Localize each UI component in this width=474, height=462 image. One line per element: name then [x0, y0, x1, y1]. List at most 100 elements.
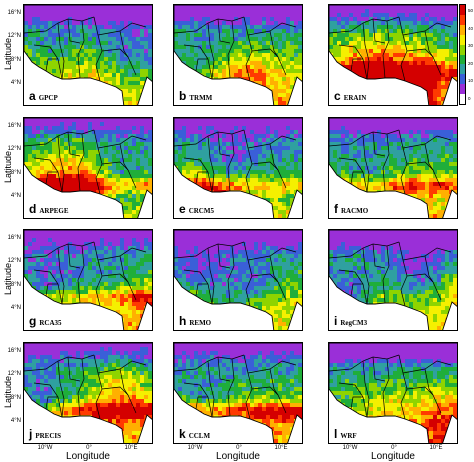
- precip-cell: [52, 174, 57, 179]
- precip-cell: [361, 81, 366, 86]
- precip-cell: [393, 69, 398, 74]
- precip-cell: [84, 174, 89, 179]
- precip-cell: [365, 9, 370, 14]
- precip-cell: [302, 105, 303, 106]
- precip-cell: [453, 122, 457, 127]
- precip-cell: [294, 170, 299, 175]
- precip-cell: [128, 218, 132, 219]
- precip-cell: [234, 182, 239, 187]
- precip-cell: [182, 57, 187, 62]
- precip-cell: [298, 138, 302, 143]
- precip-cell: [413, 150, 418, 155]
- precip-cell: [234, 194, 239, 199]
- precip-cell: [421, 101, 426, 105]
- precip-cell: [202, 9, 207, 14]
- precip-cell: [262, 53, 267, 58]
- precip-cell: [198, 105, 202, 106]
- precip-cell: [24, 138, 29, 143]
- precip-cell: [294, 182, 299, 187]
- precip-cell: [429, 122, 434, 127]
- precip-cell: [298, 85, 302, 90]
- precip-cell: [274, 154, 279, 159]
- precip-cell: [186, 49, 191, 54]
- precip-cell: [429, 182, 434, 187]
- precip-cell: [148, 138, 152, 143]
- precip-cell: [60, 101, 65, 105]
- precip-cell: [68, 134, 73, 139]
- precip-cell: [369, 130, 374, 135]
- precip-cell: [88, 178, 93, 183]
- precip-cell: [68, 218, 72, 219]
- precip-cell: [120, 105, 124, 106]
- precip-cell: [294, 85, 299, 90]
- precip-cell: [136, 69, 141, 74]
- precip-cell: [274, 93, 279, 98]
- precip-cell: [425, 142, 430, 147]
- precip-cell: [214, 170, 219, 175]
- precip-cell: [92, 210, 97, 215]
- precip-cell: [385, 174, 390, 179]
- country-border: [33, 157, 63, 193]
- precip-cell: [108, 182, 113, 187]
- precip-cell: [24, 29, 29, 34]
- precip-cell: [112, 93, 117, 98]
- precip-cell: [349, 146, 354, 151]
- precip-cell: [405, 21, 410, 26]
- precip-cell: [210, 150, 215, 155]
- precip-cell: [226, 61, 231, 66]
- precip-cell: [409, 73, 414, 78]
- precip-cell: [242, 146, 247, 151]
- precip-cell: [397, 45, 402, 50]
- precip-cell: [333, 81, 338, 86]
- precip-cell: [32, 186, 37, 191]
- precip-cell: [290, 218, 294, 219]
- precip-cell: [222, 182, 227, 187]
- precip-cell: [136, 218, 140, 219]
- precip-cell: [238, 33, 243, 38]
- precip-cell: [437, 37, 442, 42]
- precip-cell: [100, 29, 105, 34]
- precip-cell: [298, 33, 302, 38]
- precip-cell: [96, 210, 101, 215]
- precip-cell: [202, 105, 206, 106]
- precip-cell: [409, 166, 414, 171]
- precip-cell: [92, 170, 97, 175]
- precip-cell: [48, 25, 53, 30]
- precip-cell: [421, 9, 426, 14]
- precip-cell: [405, 77, 410, 82]
- precip-cell: [457, 142, 458, 146]
- precip-cell: [266, 206, 271, 211]
- precip-cell: [286, 142, 291, 147]
- precip-cell: [140, 150, 145, 155]
- precip-cell: [329, 162, 334, 167]
- precip-cell: [457, 146, 458, 150]
- precip-cell: [144, 206, 149, 211]
- precip-cell: [128, 122, 133, 127]
- precip-cell: [96, 122, 101, 127]
- precip-cell: [32, 166, 37, 171]
- precip-cell: [397, 53, 402, 58]
- precip-cell: [401, 190, 406, 195]
- precip-cell: [337, 105, 341, 106]
- precip-cell: [178, 41, 183, 46]
- precip-cell: [389, 5, 394, 10]
- precip-cell: [96, 89, 101, 94]
- precip-cell: [186, 190, 191, 195]
- precip-cell: [218, 206, 223, 211]
- precip-cell: [286, 134, 291, 139]
- precip-cell: [68, 97, 73, 102]
- precip-cell: [76, 158, 81, 163]
- precip-cell: [294, 13, 299, 18]
- precip-cell: [112, 134, 117, 139]
- precip-cell: [361, 61, 366, 66]
- precip-cell: [100, 61, 105, 66]
- precip-cell: [104, 138, 109, 143]
- precip-cell: [449, 101, 454, 105]
- precip-cell: [104, 25, 109, 30]
- precip-cell: [152, 138, 153, 142]
- precip-cell: [206, 73, 211, 78]
- precip-cell: [124, 33, 129, 38]
- precip-cell: [84, 150, 89, 155]
- precip-cell: [345, 105, 349, 106]
- precip-cell: [449, 154, 454, 159]
